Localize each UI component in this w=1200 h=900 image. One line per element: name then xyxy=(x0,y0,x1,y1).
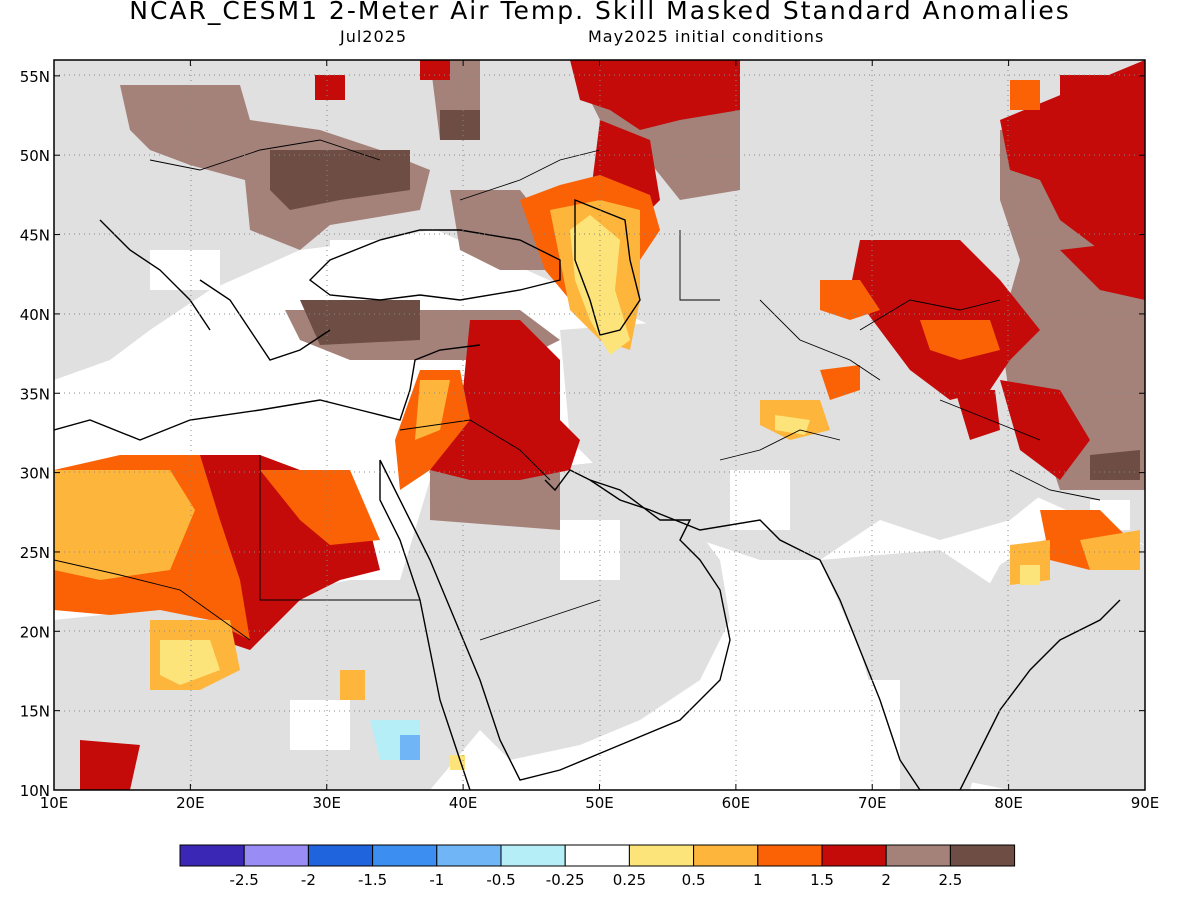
lat-label: 25N xyxy=(20,544,50,562)
colorbar-label: 0.25 xyxy=(613,871,646,889)
colorbar-swatch xyxy=(628,844,695,867)
lat-label: 10N xyxy=(20,782,50,800)
grid-lines xyxy=(54,60,1145,790)
lon-label: 70E xyxy=(858,794,887,812)
lon-label: 90E xyxy=(1131,794,1160,812)
colorbar-swatch xyxy=(179,844,245,867)
map-fields xyxy=(54,60,1145,790)
lon-label: 80E xyxy=(994,794,1023,812)
lat-label: 55N xyxy=(20,68,50,86)
lat-label: 30N xyxy=(20,465,50,483)
coastlines xyxy=(54,198,1121,790)
colorbar-swatch xyxy=(949,844,1016,867)
colorbar-label: 2.5 xyxy=(938,871,962,889)
white-holes xyxy=(54,240,1130,790)
lon-label: 20E xyxy=(176,794,205,812)
colorbar-swatch xyxy=(564,844,630,867)
target-month: Jul2025 xyxy=(340,27,408,46)
colorbar-label: 0.5 xyxy=(682,871,706,889)
colorbar: -2.5 -2 -1.5 -1 -0.5 -0.25 0.25 0.5 1 1.5 2 2.5 xyxy=(179,844,1016,889)
lat-label: 50N xyxy=(20,147,50,165)
lat-label: 35N xyxy=(20,385,50,403)
colorbar-label: -1.5 xyxy=(358,871,387,889)
lon-label: 30E xyxy=(312,794,341,812)
anomaly-blue xyxy=(370,720,420,760)
colorbar-label: 1 xyxy=(753,871,763,889)
lon-label: 50E xyxy=(585,794,614,812)
colorbar-swatch xyxy=(885,844,951,867)
lon-label: 40E xyxy=(449,794,478,812)
lat-label: 20N xyxy=(20,623,50,641)
colorbar-swatch xyxy=(821,844,887,867)
colorbar-label: -0.25 xyxy=(546,871,585,889)
colorbar-swatch xyxy=(500,844,566,867)
colorbar-label: -1 xyxy=(429,871,444,889)
axis-ticks: 10E 20E 30E 40E 50E 60E 70E 80E 90E 55N 50N 45N 40N 3… xyxy=(20,60,1160,812)
colorbar-swatch xyxy=(757,844,823,867)
colorbar-label: 1.5 xyxy=(810,871,834,889)
init-conditions: May2025 initial conditions xyxy=(588,27,825,46)
lon-label: 10E xyxy=(40,794,69,812)
lat-label: 15N xyxy=(20,703,50,721)
colorbar-label: -0.5 xyxy=(486,871,515,889)
colorbar-label: -2.5 xyxy=(230,871,259,889)
anomaly-dark-red xyxy=(80,60,1145,790)
lat-label: 45N xyxy=(20,227,50,245)
colorbar-swatch xyxy=(436,844,502,867)
colorbar-swatch xyxy=(372,844,438,867)
anomaly-dark-brown xyxy=(270,110,1140,480)
lat-label: 40N xyxy=(20,306,50,324)
colorbar-label: -2 xyxy=(301,871,316,889)
colorbar-swatch xyxy=(693,844,759,867)
map-title: NCAR_CESM1 2-Meter Air Temp. Skill Maske… xyxy=(129,0,1071,25)
colorbar-swatch xyxy=(243,844,309,867)
colorbar-swatch xyxy=(307,844,374,867)
colorbar-label: 2 xyxy=(881,871,891,889)
lon-label: 60E xyxy=(722,794,751,812)
